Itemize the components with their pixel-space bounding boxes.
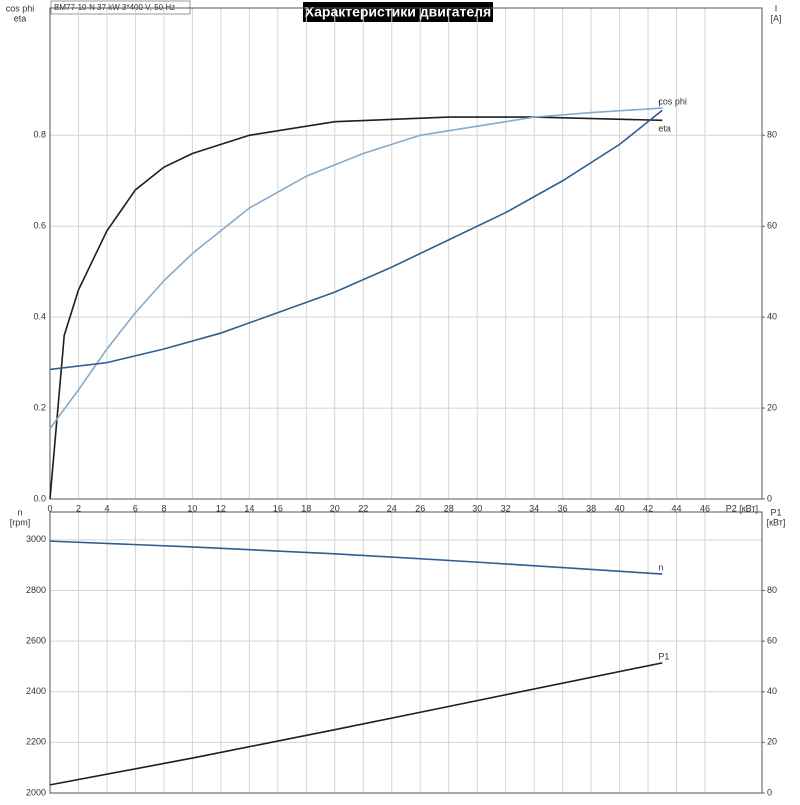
x-tick-label: 42 bbox=[643, 503, 653, 513]
y-tick-label: 0.6 bbox=[33, 221, 46, 231]
series-line bbox=[49, 107, 663, 430]
chart-title: Характеристики двигателя bbox=[305, 4, 491, 20]
series-line bbox=[49, 540, 663, 575]
y-axis-label: n bbox=[17, 507, 22, 517]
series-label: cos phi bbox=[658, 96, 687, 106]
y-tick-label: 2000 bbox=[26, 787, 46, 797]
x-tick-label: 24 bbox=[387, 503, 397, 513]
x-tick-label: 6 bbox=[133, 503, 138, 513]
y-tick-label: 2600 bbox=[26, 635, 46, 645]
x-tick-label: 34 bbox=[529, 503, 539, 513]
x-tick-label: 32 bbox=[501, 503, 511, 513]
plot-frame bbox=[49, 7, 763, 500]
x-axis-label: P2 [кВт] bbox=[726, 503, 758, 513]
series-line bbox=[49, 109, 663, 371]
x-tick-label: 16 bbox=[273, 503, 283, 513]
series-label: I bbox=[658, 99, 661, 109]
y-tick-label: 2800 bbox=[26, 585, 46, 595]
y-tick-label: 2400 bbox=[26, 686, 46, 696]
x-tick-label: 28 bbox=[444, 503, 454, 513]
y2-tick-label: 60 bbox=[767, 635, 777, 645]
x-tick-label: 38 bbox=[586, 503, 596, 513]
series-line bbox=[49, 662, 663, 786]
x-tick-label: 36 bbox=[558, 503, 568, 513]
x-tick-label: 46 bbox=[700, 503, 710, 513]
y-axis-label: eta bbox=[14, 13, 27, 23]
y-tick-label: 2200 bbox=[26, 737, 46, 747]
series-label: P1 bbox=[658, 651, 669, 661]
y2-axis-label: [A] bbox=[770, 13, 781, 23]
y2-tick-label: 20 bbox=[767, 402, 777, 412]
x-tick-label: 20 bbox=[330, 503, 340, 513]
x-tick-label: 30 bbox=[472, 503, 482, 513]
x-tick-label: 26 bbox=[415, 503, 425, 513]
y2-tick-label: 40 bbox=[767, 686, 777, 696]
series-label: eta bbox=[658, 124, 671, 134]
y2-tick-label: 60 bbox=[767, 221, 777, 231]
y2-axis-label: [кВт] bbox=[767, 517, 786, 527]
y2-tick-label: 40 bbox=[767, 312, 777, 322]
series-label: n bbox=[658, 562, 663, 572]
x-tick-label: 4 bbox=[104, 503, 109, 513]
y-tick-label: 0.8 bbox=[33, 130, 46, 140]
y2-tick-label: 0 bbox=[767, 787, 772, 797]
y2-tick-label: 0 bbox=[767, 493, 772, 503]
y2-tick-label: 20 bbox=[767, 737, 777, 747]
y2-axis-label: I bbox=[775, 3, 778, 13]
y2-tick-label: 80 bbox=[767, 585, 777, 595]
x-tick-label: 14 bbox=[244, 503, 254, 513]
x-tick-label: 40 bbox=[615, 503, 625, 513]
x-tick-label: 10 bbox=[187, 503, 197, 513]
title-box bbox=[303, 2, 493, 22]
series-line bbox=[49, 116, 663, 500]
y2-tick-label: 80 bbox=[767, 130, 777, 140]
x-tick-label: 0 bbox=[47, 503, 52, 513]
y-tick-label: 0.2 bbox=[33, 402, 46, 412]
plot-frame bbox=[49, 511, 763, 794]
x-tick-label: 12 bbox=[216, 503, 226, 513]
y-tick-label: 3000 bbox=[26, 534, 46, 544]
x-tick-label: 18 bbox=[301, 503, 311, 513]
x-tick-label: 22 bbox=[358, 503, 368, 513]
y2-axis-label: P1 bbox=[770, 507, 781, 517]
x-tick-label: 8 bbox=[161, 503, 166, 513]
x-tick-label: 44 bbox=[672, 503, 682, 513]
y-axis-label: cos phi bbox=[6, 3, 35, 13]
y-axis-label: [rpm] bbox=[10, 517, 31, 527]
y-tick-label: 0.4 bbox=[33, 312, 46, 322]
y-tick-label: 0.0 bbox=[33, 493, 46, 503]
x-tick-label: 2 bbox=[76, 503, 81, 513]
